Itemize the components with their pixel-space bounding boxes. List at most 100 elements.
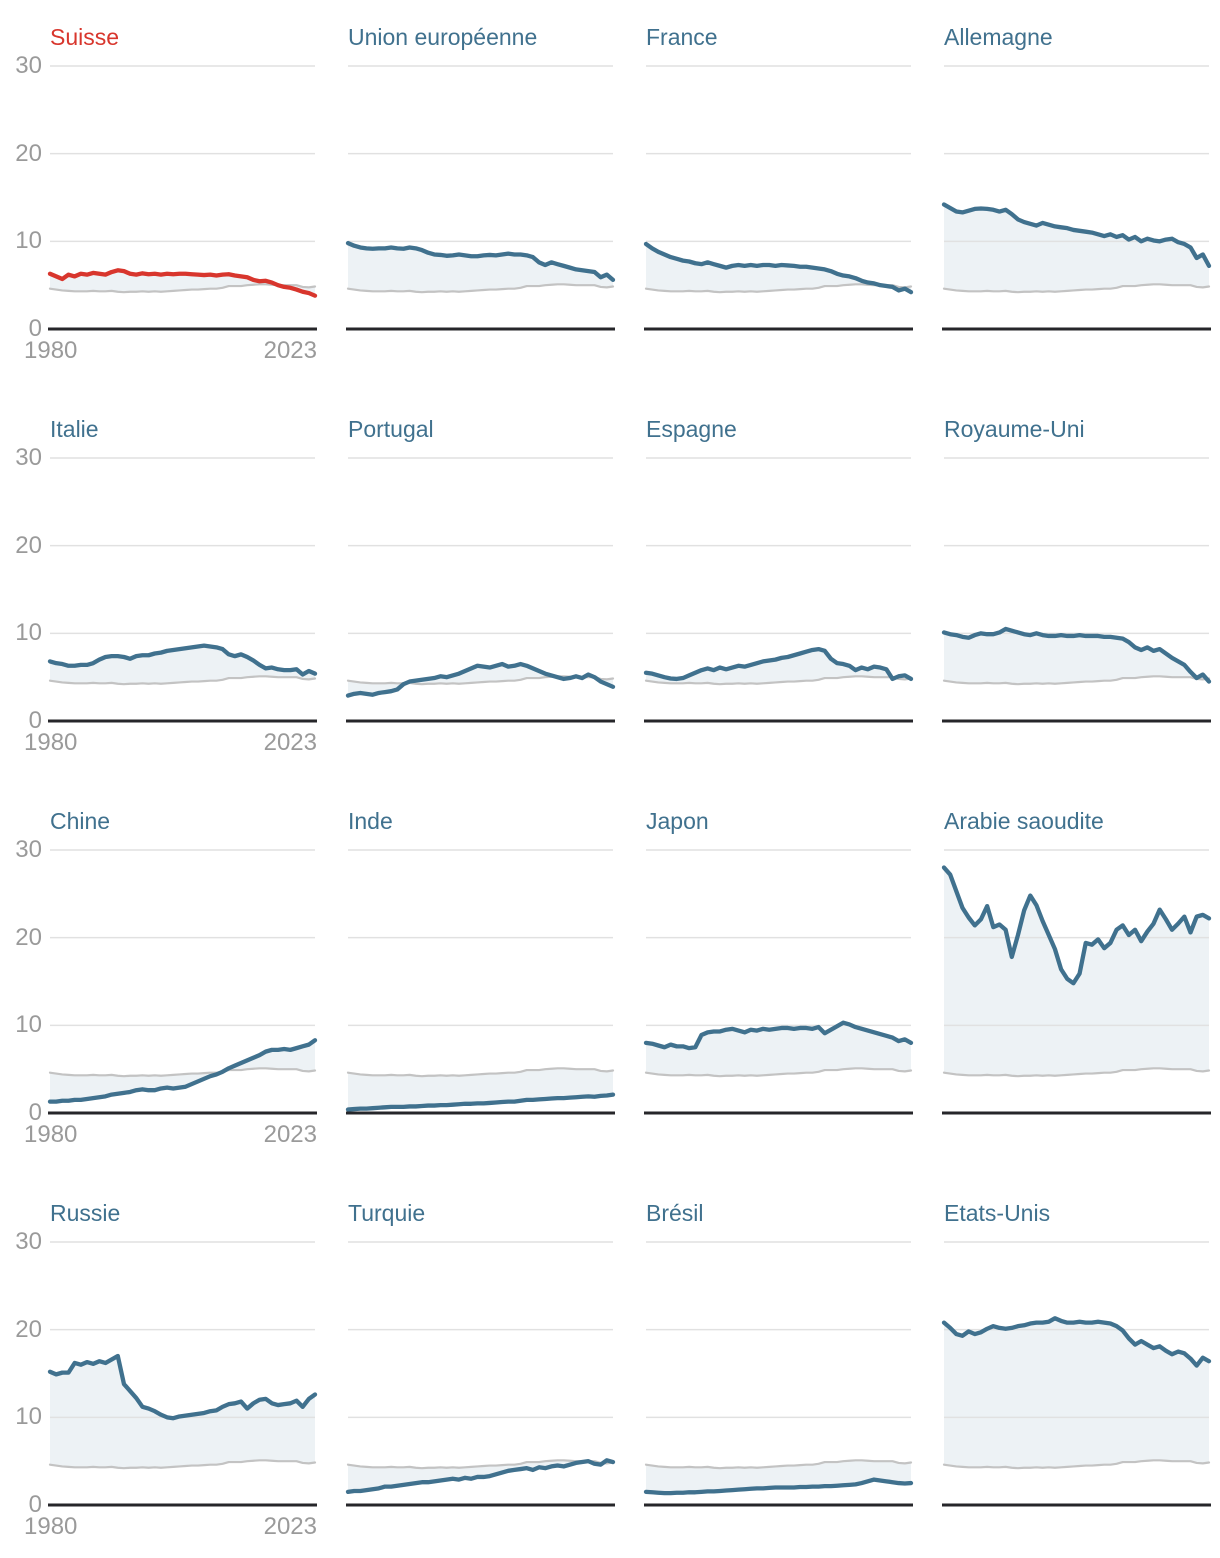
- world-average-line: [346, 1459, 615, 1470]
- country-line: [643, 1477, 914, 1496]
- fill-area: [646, 649, 911, 685]
- panel-title: Chine: [50, 808, 111, 834]
- plot-area: [941, 1241, 1212, 1507]
- y-tick-label-0: 0: [28, 1491, 42, 1518]
- panel-inde: Inde: [345, 798, 616, 1190]
- panel-allemagne: Allemagne: [941, 14, 1212, 406]
- world-average-line: [644, 675, 913, 686]
- plot-area: [47, 849, 318, 1115]
- plot-area: [643, 1241, 914, 1507]
- panel-espagne: Espagne: [643, 406, 914, 798]
- x-tick-label-1980: 1980: [24, 1121, 78, 1148]
- plot-area: [345, 1241, 616, 1507]
- fill-area: [50, 270, 315, 296]
- country-line: [47, 1038, 318, 1104]
- y-tick-label-20: 20: [15, 1315, 42, 1343]
- country-line: [941, 865, 1212, 986]
- y-tick-label-0: 0: [28, 315, 42, 342]
- world-average-line: [48, 1067, 317, 1078]
- y-tick-label-30: 30: [15, 1228, 42, 1255]
- plot-area: [643, 65, 914, 331]
- panel-turquie: Turquie: [345, 1190, 616, 1558]
- country-line: [47, 268, 318, 298]
- plot-area: [47, 65, 318, 331]
- panel-title: Etats-Unis: [944, 1200, 1051, 1226]
- panel-arabie-saoudite: Arabie saoudite: [941, 798, 1212, 1190]
- world-average-line: [346, 1067, 615, 1078]
- plot-area: [941, 849, 1212, 1115]
- plot-area: [47, 457, 318, 723]
- world-average-line: [48, 1459, 317, 1470]
- y-tick-label-30: 30: [15, 52, 42, 79]
- country-line: [345, 240, 616, 283]
- y-tick-label-30: 30: [15, 444, 42, 471]
- y-tick-label-20: 20: [15, 139, 42, 167]
- country-line: [941, 1316, 1212, 1368]
- fill-area: [944, 628, 1209, 685]
- world-average-line: [942, 283, 1211, 294]
- plot-area: [941, 457, 1212, 723]
- x-tick-label-2023: 2023: [263, 1513, 317, 1540]
- fill-area: [50, 1355, 315, 1469]
- fill-area: [646, 1022, 911, 1077]
- world-average-line: [942, 1459, 1211, 1470]
- panel-title: Royaume-Uni: [944, 416, 1085, 442]
- panel-title: Espagne: [646, 416, 737, 442]
- panel-title: Suisse: [50, 24, 120, 50]
- country-line: [941, 202, 1212, 269]
- panel-title: Russie: [50, 1200, 121, 1226]
- panel-japon: Japon: [643, 798, 914, 1190]
- panel-etats-unis: Etats-Unis: [941, 1190, 1212, 1558]
- fill-area: [348, 243, 613, 293]
- plot-area: [47, 1241, 318, 1507]
- panel-title: Italie: [50, 416, 99, 442]
- x-tick-label-1980: 1980: [24, 729, 78, 756]
- world-average-line: [346, 283, 615, 294]
- panel-title: Brésil: [646, 1200, 704, 1226]
- panel-bresil: Brésil: [643, 1190, 914, 1558]
- panel-royaume-uni: Royaume-Uni: [941, 406, 1212, 798]
- panel-union-europeenne: Union européenne: [345, 14, 616, 406]
- panel-portugal: Portugal: [345, 406, 616, 798]
- panel-title: Union européenne: [348, 24, 538, 50]
- world-average-line: [942, 675, 1211, 686]
- plot-area: [345, 65, 616, 331]
- x-tick-label-2023: 2023: [263, 1121, 317, 1148]
- fill-area: [944, 204, 1209, 293]
- panel-title: France: [646, 24, 718, 50]
- world-average-line: [644, 1459, 913, 1470]
- fill-area: [50, 1040, 315, 1102]
- fill-area: [944, 1318, 1209, 1469]
- x-tick-labels: 1980 2023: [24, 1513, 317, 1541]
- country-line: [47, 643, 318, 677]
- panel-title: Inde: [348, 808, 393, 834]
- panel-suisse: Suisse 30 20 10 0 1980 2023: [15, 14, 318, 406]
- y-tick-label-10: 10: [15, 619, 42, 647]
- world-average-line: [644, 283, 913, 294]
- x-tick-labels: 1980 2023: [24, 337, 317, 365]
- fill-area: [944, 867, 1209, 1077]
- y-tick-label-0: 0: [28, 1099, 42, 1126]
- plot-area: [643, 849, 914, 1115]
- panel-title: Portugal: [348, 416, 434, 442]
- world-average-line: [48, 283, 317, 294]
- y-tick-label-20: 20: [15, 531, 42, 559]
- fill-area: [348, 664, 613, 696]
- country-line: [345, 661, 616, 698]
- country-line: [643, 1020, 914, 1051]
- world-average-line: [644, 1067, 913, 1078]
- y-tick-label-0: 0: [28, 707, 42, 734]
- fill-area: [50, 645, 315, 685]
- panel-title: Arabie saoudite: [944, 808, 1104, 834]
- x-tick-labels: 1980 2023: [24, 729, 317, 757]
- x-tick-label-1980: 1980: [24, 1513, 78, 1540]
- panel-chine: Chine 30 20 10 0 1980 2023: [15, 798, 318, 1190]
- y-tick-label-10: 10: [15, 227, 42, 255]
- y-tick-label-10: 10: [15, 1011, 42, 1039]
- country-line: [643, 241, 914, 295]
- y-tick-label-20: 20: [15, 923, 42, 951]
- panel-title: Turquie: [348, 1200, 426, 1226]
- country-line: [345, 1092, 616, 1112]
- small-multiples-grid: Suisse 30 20 10 0 1980 2023 Union européenne Fra…: [15, 14, 1212, 1558]
